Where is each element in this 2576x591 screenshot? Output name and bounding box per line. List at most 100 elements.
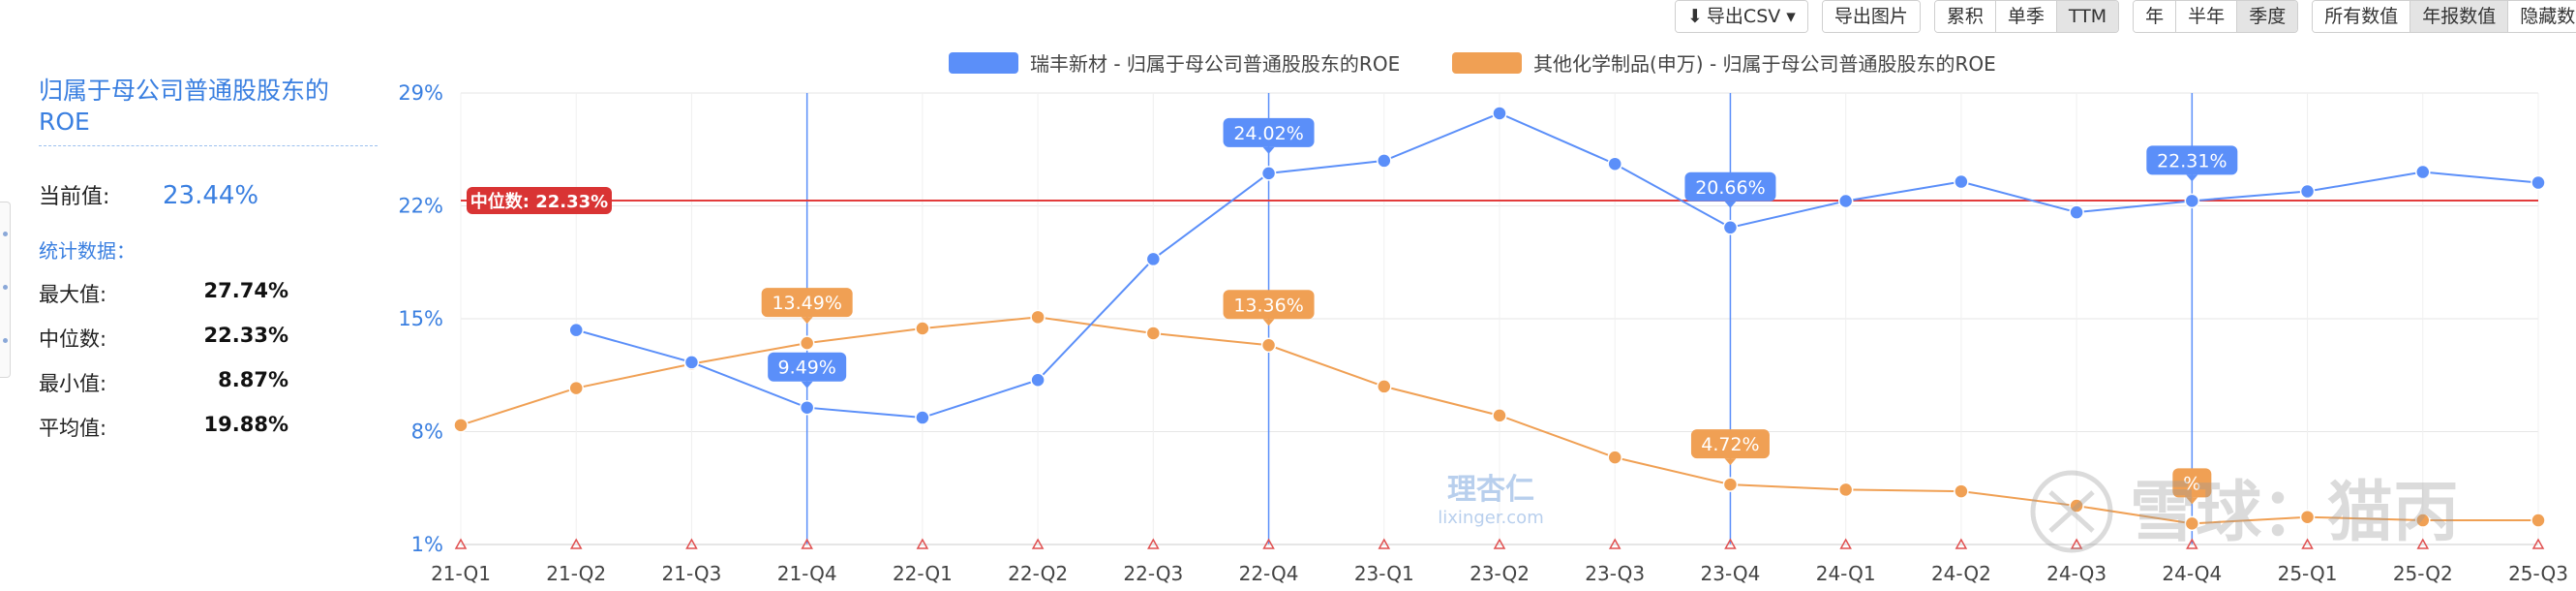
data-point: [915, 321, 930, 336]
metric-title: 归属于母公司普通股股东的ROE: [39, 76, 378, 146]
median-label: 中位数: 22.33%: [467, 187, 612, 215]
x-axis-triangle-marker: [569, 538, 583, 549]
data-label-pointer: [1262, 319, 1275, 327]
x-axis-triangle-marker: [1608, 538, 1621, 549]
data-label-text: 4.72%: [1701, 434, 1759, 455]
toolbar-button-label: 导出CSV: [1706, 6, 1781, 27]
x-axis-triangle-marker: [1031, 538, 1045, 549]
data-point: [453, 418, 469, 433]
x-axis-triangle-marker: [2531, 538, 2545, 549]
data-point: [2069, 498, 2084, 513]
data-label-box: [1684, 171, 1776, 202]
data-point: [1607, 156, 1622, 171]
data-label-text: 22.31%: [2157, 150, 2227, 171]
current-value-label: 当前值:: [39, 185, 110, 209]
stats-list: 最大值: 27.74% 中位数: 22.33% 最小值: 8.87% 平均值: 19.88%: [39, 279, 378, 442]
x-tick-label: 22-Q2: [1008, 562, 1068, 585]
data-point: [1030, 309, 1046, 326]
toolbar-button[interactable]: 年报数值: [2410, 1, 2509, 32]
sidebar-collapse-handle[interactable]: [0, 202, 11, 378]
toolbar-button-label: 半年: [2188, 6, 2226, 27]
data-label-box: [761, 288, 853, 318]
data-point: [799, 335, 815, 351]
toolbar-button[interactable]: 半年: [2176, 1, 2238, 32]
watermark-url-text: lixinger.com: [1438, 508, 1543, 528]
data-label-box: [768, 352, 847, 382]
data-point: [1722, 220, 1739, 235]
stat-row: 中位数: 22.33%: [39, 324, 378, 353]
watermark-author-text: 雪球：猫丙: [2130, 475, 2459, 551]
data-point: [1492, 408, 1507, 423]
metric-summary-panel: 归属于母公司普通股股东的ROE 当前值: 23.44% 统计数据： 最大值: 27…: [39, 76, 378, 442]
data-label: 20.66%: [1684, 171, 1776, 208]
x-axis-triangle-marker: [685, 538, 698, 549]
data-point: [2531, 513, 2546, 528]
data-point: [1377, 379, 1392, 394]
data-point: [1954, 173, 1969, 190]
y-tick-label: 29%: [398, 81, 443, 105]
data-label-box: [1223, 290, 1315, 320]
stat-row: 最大值: 27.74%: [39, 279, 378, 308]
toolbar-button[interactable]: 单季: [1995, 1, 2057, 32]
x-axis-triangle-marker: [1493, 538, 1506, 549]
x-axis-triangle-marker: [1262, 538, 1275, 549]
x-axis-triangle-marker: [916, 538, 929, 549]
toolbar-button[interactable]: 导出图片: [1822, 1, 1920, 32]
data-label-text: 13.49%: [772, 293, 841, 314]
x-axis-triangle-marker: [1955, 538, 1968, 549]
data-point: [2299, 183, 2316, 200]
legend-label: 其他化学制品(申万) - 归属于母公司普通股股东的ROE: [1533, 52, 1996, 76]
data-label-box: [1690, 429, 1770, 459]
current-value-row: 当前值: 23.44%: [39, 179, 378, 210]
handle-dot-icon: [3, 338, 8, 343]
legend-swatch: [1452, 52, 1522, 74]
stat-row: 平均值: 19.88%: [39, 413, 378, 442]
x-tick-label: 23-Q3: [1585, 562, 1645, 585]
toolbar-group: 年 半年 季度: [2133, 0, 2299, 33]
data-point: [1837, 193, 1854, 209]
toolbar-button[interactable]: 隐藏数值: [2508, 1, 2576, 32]
x-axis-triangle-marker: [2416, 538, 2430, 549]
x-tick-label: 22-Q4: [1239, 562, 1299, 585]
data-label: 24.02%: [1223, 117, 1315, 154]
data-label-box: [1223, 117, 1315, 147]
xueqiu-logo-mark: [2048, 490, 2095, 533]
toolbar-button[interactable]: 季度: [2237, 1, 2298, 32]
toolbar-group: 导出图片: [1821, 0, 1921, 33]
data-point: [915, 410, 930, 425]
data-label: 4.72%: [1690, 429, 1770, 466]
toolbar-button[interactable]: TTM: [2056, 1, 2119, 32]
toolbar-button-label: 隐藏数值: [2520, 6, 2576, 27]
watermark-logo-text: 理杏仁: [1447, 473, 1534, 507]
data-point: [799, 399, 815, 416]
data-label: 9.49%: [768, 352, 847, 389]
stat-value: 27.74%: [203, 279, 288, 302]
data-label-pointer: [1724, 201, 1737, 208]
toolbar-group: ⬇ 导出CSV ▾: [1675, 0, 1808, 33]
data-point: [2415, 513, 2431, 528]
toolbar-button[interactable]: 所有数值: [2313, 1, 2411, 32]
data-label-text: 13.36%: [1233, 295, 1303, 316]
stat-row: 最小值: 8.87%: [39, 368, 378, 397]
data-label: 13.49%: [761, 288, 853, 325]
toolbar-group: 所有数值 年报数值 隐藏数值: [2312, 0, 2576, 33]
data-label-pointer: [801, 381, 813, 389]
toolbar-button[interactable]: 年: [2134, 1, 2177, 32]
toolbar-button[interactable]: 累积: [1934, 1, 1996, 32]
toolbar-button[interactable]: ⬇ 导出CSV ▾: [1676, 1, 1807, 32]
data-label-text: 20.66%: [1695, 177, 1765, 199]
x-tick-label: 23-Q1: [1354, 562, 1414, 585]
data-label: 13.36%: [1223, 290, 1315, 327]
data-point: [1145, 326, 1162, 341]
stat-value: 19.88%: [203, 413, 288, 436]
data-label-pointer: [2186, 174, 2198, 182]
toolbar-group: 累积 单季 TTM: [1933, 0, 2120, 33]
x-tick-label: 24-Q2: [1931, 562, 1991, 585]
x-axis-triangle-marker: [1839, 538, 1852, 549]
y-tick-label: 15%: [398, 307, 443, 330]
handle-dot-icon: [3, 285, 8, 290]
x-tick-label: 25-Q3: [2508, 562, 2568, 585]
series-line: [575, 111, 2539, 420]
toolbar-button-label: 所有数值: [2324, 6, 2399, 27]
